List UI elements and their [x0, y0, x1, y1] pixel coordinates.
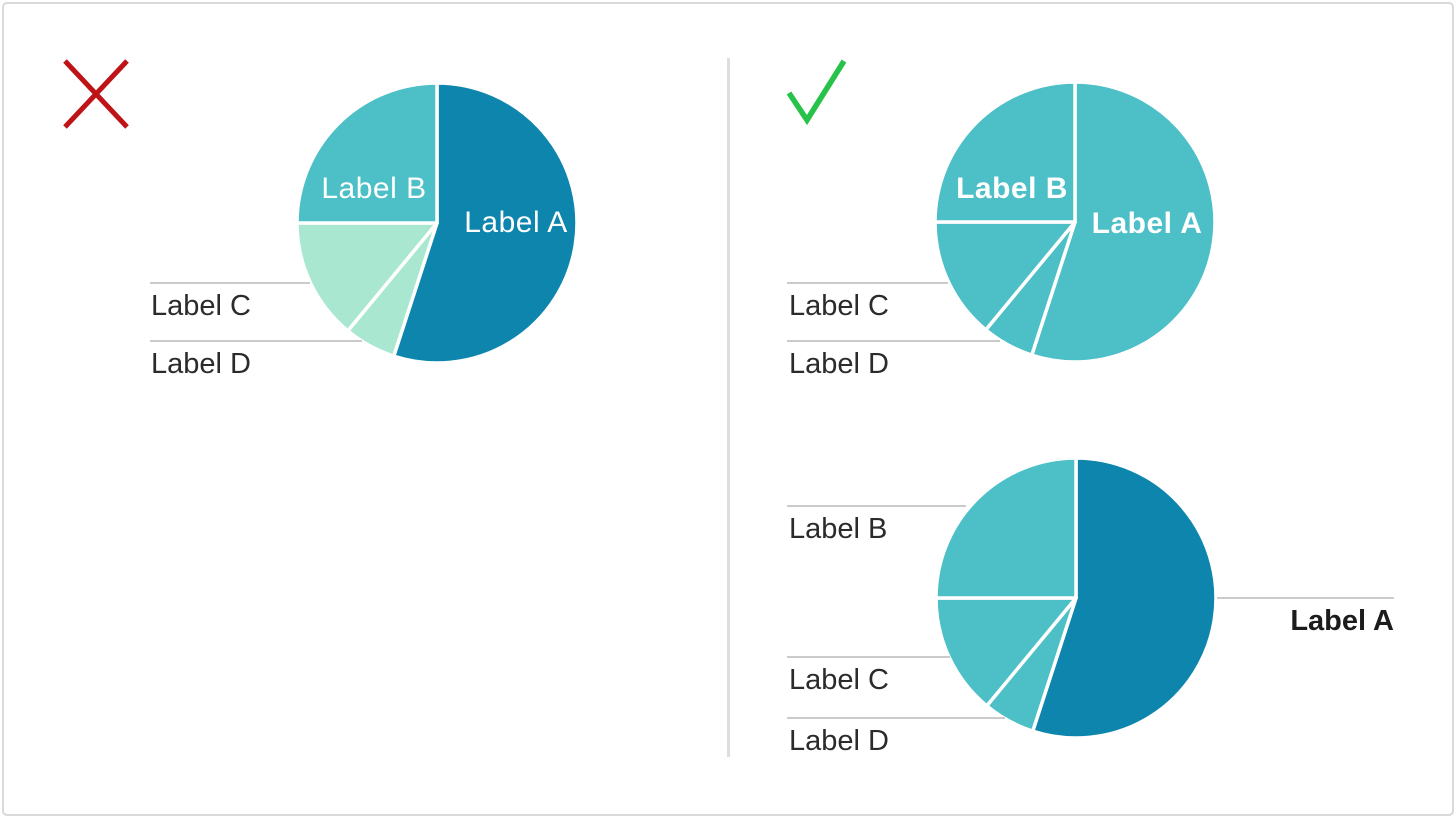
pie-slice-label-c: [295, 221, 439, 333]
pie-slice-label-b: [933, 80, 1077, 224]
pie-slice-label-b: [295, 81, 439, 225]
red-x-icon: [63, 59, 129, 129]
leader-line-d: [787, 340, 1000, 342]
leader-line-c: [787, 282, 948, 284]
external-label-c: Label C: [789, 290, 889, 322]
leader-line-d: [150, 340, 362, 342]
pie-slice-label-a: [391, 81, 579, 365]
leader-line-c: [787, 656, 950, 658]
external-label-c: Label C: [151, 290, 251, 322]
external-label-b: Label B: [789, 513, 888, 545]
external-label-d: Label D: [151, 348, 251, 380]
leader-line-a: [1217, 597, 1394, 599]
leader-line-c: [150, 282, 310, 284]
pie-slice-label-b: [934, 456, 1078, 600]
slice-label-a: Label A: [1091, 207, 1203, 240]
pie-slice-label-a: [1029, 80, 1217, 364]
pie-chart-do-emphasis: [934, 456, 1218, 740]
external-label-d: Label D: [789, 725, 889, 757]
leader-line-b: [787, 505, 966, 507]
slice-label-a: Label A: [464, 206, 568, 239]
pie-slice-label-a: [1030, 456, 1218, 740]
panel-divider: [727, 58, 730, 757]
external-label-d: Label D: [789, 348, 889, 380]
slice-label-b: Label B: [321, 172, 427, 205]
external-label-a: Label A: [1290, 605, 1394, 637]
pie-chart-dont: [295, 81, 579, 365]
external-label-c: Label C: [789, 664, 889, 696]
green-check-icon: [786, 59, 847, 126]
pie-slice-label-c: [933, 220, 1077, 332]
pie-chart-do-single-color: [933, 80, 1217, 364]
leader-line-d: [787, 717, 1005, 719]
slice-label-b: Label B: [956, 172, 1068, 205]
